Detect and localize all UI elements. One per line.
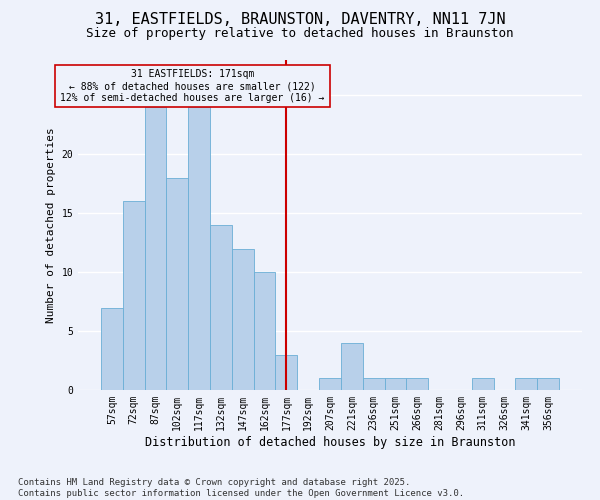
Bar: [406, 378, 428, 390]
Bar: [363, 378, 385, 390]
Text: Contains HM Land Registry data © Crown copyright and database right 2025.
Contai: Contains HM Land Registry data © Crown c…: [18, 478, 464, 498]
Bar: [385, 378, 406, 390]
X-axis label: Distribution of detached houses by size in Braunston: Distribution of detached houses by size …: [145, 436, 515, 448]
Bar: [537, 378, 559, 390]
Bar: [188, 107, 210, 390]
Bar: [472, 378, 494, 390]
Bar: [515, 378, 537, 390]
Bar: [101, 308, 123, 390]
Y-axis label: Number of detached properties: Number of detached properties: [46, 127, 56, 323]
Bar: [232, 248, 254, 390]
Bar: [275, 354, 297, 390]
Bar: [319, 378, 341, 390]
Bar: [145, 107, 166, 390]
Text: 31 EASTFIELDS: 171sqm
← 88% of detached houses are smaller (122)
12% of semi-det: 31 EASTFIELDS: 171sqm ← 88% of detached …: [61, 70, 325, 102]
Text: Size of property relative to detached houses in Braunston: Size of property relative to detached ho…: [86, 28, 514, 40]
Text: 31, EASTFIELDS, BRAUNSTON, DAVENTRY, NN11 7JN: 31, EASTFIELDS, BRAUNSTON, DAVENTRY, NN1…: [95, 12, 505, 28]
Bar: [166, 178, 188, 390]
Bar: [254, 272, 275, 390]
Bar: [341, 343, 363, 390]
Bar: [210, 225, 232, 390]
Bar: [123, 202, 145, 390]
